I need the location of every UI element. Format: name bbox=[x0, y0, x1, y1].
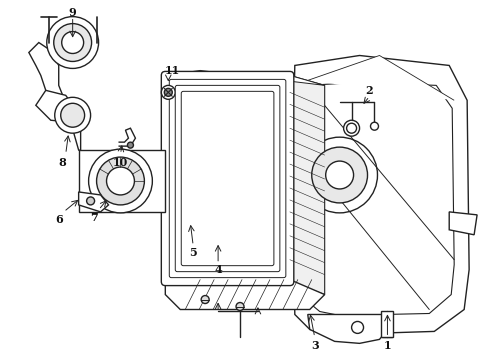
Text: 8: 8 bbox=[59, 157, 67, 167]
Circle shape bbox=[127, 142, 133, 148]
Polygon shape bbox=[165, 280, 325, 310]
Circle shape bbox=[54, 24, 92, 62]
Polygon shape bbox=[119, 128, 135, 146]
Text: 3: 3 bbox=[311, 340, 319, 351]
Text: 4: 4 bbox=[214, 264, 222, 275]
FancyBboxPatch shape bbox=[169, 80, 286, 278]
Text: 2: 2 bbox=[366, 85, 373, 96]
Circle shape bbox=[370, 122, 378, 130]
Text: 6: 6 bbox=[55, 214, 63, 225]
Circle shape bbox=[89, 149, 152, 213]
Polygon shape bbox=[36, 90, 81, 150]
Polygon shape bbox=[78, 192, 108, 212]
Circle shape bbox=[87, 197, 95, 205]
Circle shape bbox=[302, 137, 377, 213]
Text: 10: 10 bbox=[113, 157, 128, 167]
Polygon shape bbox=[165, 71, 325, 85]
Polygon shape bbox=[290, 75, 325, 294]
Circle shape bbox=[236, 302, 244, 310]
Text: 9: 9 bbox=[69, 7, 76, 18]
Circle shape bbox=[352, 321, 364, 333]
Polygon shape bbox=[293, 55, 469, 334]
Circle shape bbox=[97, 157, 145, 205]
Circle shape bbox=[201, 296, 209, 303]
Polygon shape bbox=[307, 82, 454, 315]
Circle shape bbox=[164, 88, 172, 96]
Polygon shape bbox=[308, 55, 454, 100]
Circle shape bbox=[161, 85, 175, 99]
Circle shape bbox=[62, 32, 84, 54]
FancyBboxPatch shape bbox=[181, 91, 274, 266]
Text: 5: 5 bbox=[189, 247, 197, 258]
Circle shape bbox=[47, 17, 98, 68]
Circle shape bbox=[343, 120, 360, 136]
FancyBboxPatch shape bbox=[175, 85, 280, 272]
FancyBboxPatch shape bbox=[161, 71, 294, 285]
Circle shape bbox=[106, 167, 134, 195]
Text: 1: 1 bbox=[384, 340, 391, 351]
Circle shape bbox=[61, 103, 85, 127]
Circle shape bbox=[346, 123, 357, 133]
Circle shape bbox=[326, 161, 354, 189]
Polygon shape bbox=[308, 315, 390, 343]
Circle shape bbox=[55, 97, 91, 133]
Circle shape bbox=[312, 147, 368, 203]
Polygon shape bbox=[449, 212, 477, 235]
Text: 11: 11 bbox=[165, 65, 180, 76]
Polygon shape bbox=[29, 42, 63, 100]
Bar bbox=[382, 311, 393, 337]
Text: 7: 7 bbox=[90, 212, 98, 223]
Polygon shape bbox=[78, 150, 165, 212]
